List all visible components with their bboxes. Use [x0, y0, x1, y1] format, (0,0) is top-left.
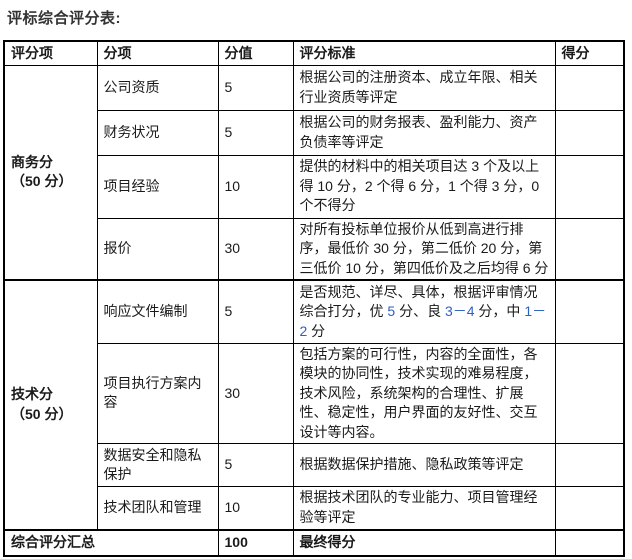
criteria-cell: 提供的材料中的相关项目达 3 个及以上得 10 分，2 个得 6 分，1 个得 …	[292, 154, 556, 219]
criteria-cell: 包括方案的可行性，内容的全面性，各模块的协同性，技术实现的难易程度，技术风险，系…	[292, 342, 556, 444]
item-cell: 财务状况	[96, 109, 219, 156]
points-cell: 30	[217, 217, 294, 281]
criteria-cell: 根据公司的财务报表、盈利能力、资产负债率等评定	[292, 109, 556, 156]
earned-score-cell	[554, 109, 625, 156]
earned-score-cell	[554, 342, 625, 444]
item-cell: 报价	[96, 217, 219, 281]
points-cell: 10	[217, 486, 294, 530]
col-header-earned-score: 得分	[554, 40, 625, 66]
table-row-response-document: 技术分 （50 分） 响应文件编制 5 是否规范、详尽、具体，根据评审情况综合打…	[3, 279, 625, 530]
total-label-cell: 综合评分汇总	[3, 528, 219, 556]
earned-score-cell	[554, 528, 625, 556]
col-header-criteria: 评分标准	[292, 40, 556, 66]
earned-score-cell	[554, 443, 625, 487]
group-label-line1: 技术分	[11, 386, 53, 403]
earned-score-cell	[554, 279, 625, 344]
table-row-technical-team: 技术团队和管理 10 根据技术团队的专业能力、项目管理经验等评定	[4, 486, 625, 530]
header-row: 评分项 分项 分值 评分标准 得分	[3, 40, 625, 66]
table-row-financial-status: 财务状况 5 根据公司的财务报表、盈利能力、资产负债率等评定	[4, 109, 625, 156]
col-header-subitem: 分项	[96, 40, 219, 66]
col-header-points: 分值	[217, 40, 294, 66]
group-label-line2: （50 分）	[11, 173, 73, 190]
table-row-project-experience: 项目经验 10 提供的材料中的相关项目达 3 个及以上得 10 分，2 个得 6…	[4, 154, 625, 219]
points-cell: 5	[217, 109, 294, 156]
points-cell: 5	[217, 443, 294, 487]
points-cell: 5	[217, 64, 294, 111]
item-cell: 响应文件编制	[96, 279, 219, 344]
criteria-cell: 根据数据保护措施、隐私政策等评定	[292, 443, 556, 487]
table-row-data-security: 数据安全和隐私保护 5 根据数据保护措施、隐私政策等评定	[4, 443, 625, 487]
criteria-cell: 是否规范、详尽、具体，根据评审情况综合打分，优 5 分、良 3－4 分，中 1－…	[292, 279, 556, 344]
item-cell: 数据安全和隐私保护	[96, 443, 219, 487]
item-cell: 公司资质	[96, 64, 219, 111]
criteria-cell: 根据公司的注册资本、成立年限、相关行业资质等评定	[292, 64, 556, 111]
earned-score-cell	[554, 154, 625, 219]
table-row-execution-plan: 项目执行方案内容 30 包括方案的可行性，内容的全面性，各模块的协同性，技术实现…	[4, 342, 625, 444]
criteria-cell: 对所有投标单位报价从低到高进行排序，最低价 30 分，第二低价 20 分，第三低…	[292, 217, 556, 281]
group-label-line2: （50 分）	[11, 405, 73, 422]
total-points-cell: 100	[217, 528, 294, 556]
earned-score-cell	[554, 64, 625, 111]
group-label-line1: 商务分	[11, 153, 53, 170]
group-cell-business: 商务分 （50 分）	[3, 64, 98, 281]
earned-score-cell	[554, 217, 625, 281]
table-row-company-qualification: 商务分 （50 分） 公司资质 5 根据公司的注册资本、成立年限、相关行业资质等…	[3, 64, 625, 281]
earned-score-cell	[554, 486, 625, 530]
item-cell: 项目经验	[96, 154, 219, 219]
group-cell-technical: 技术分 （50 分）	[3, 279, 98, 530]
table-row-quotation: 报价 30 对所有投标单位报价从低到高进行排序，最低价 30 分，第二低价 20…	[4, 217, 625, 281]
item-cell: 项目执行方案内容	[96, 342, 219, 444]
item-cell: 技术团队和管理	[96, 486, 219, 530]
criteria-cell: 根据技术团队的专业能力、项目管理经验等评定	[292, 486, 556, 530]
col-header-category: 评分项	[3, 40, 98, 66]
bid-scoring-table: 评分项 分项 分值 评分标准 得分 商务分 （50 分） 公司资质 5 根据公司…	[3, 40, 625, 557]
footer-row-total: 综合评分汇总 100 最终得分	[3, 528, 625, 556]
points-cell: 30	[217, 342, 294, 444]
points-cell: 5	[217, 279, 294, 344]
page-title: 评标综合评分表:	[7, 10, 121, 27]
points-cell: 10	[217, 154, 294, 219]
